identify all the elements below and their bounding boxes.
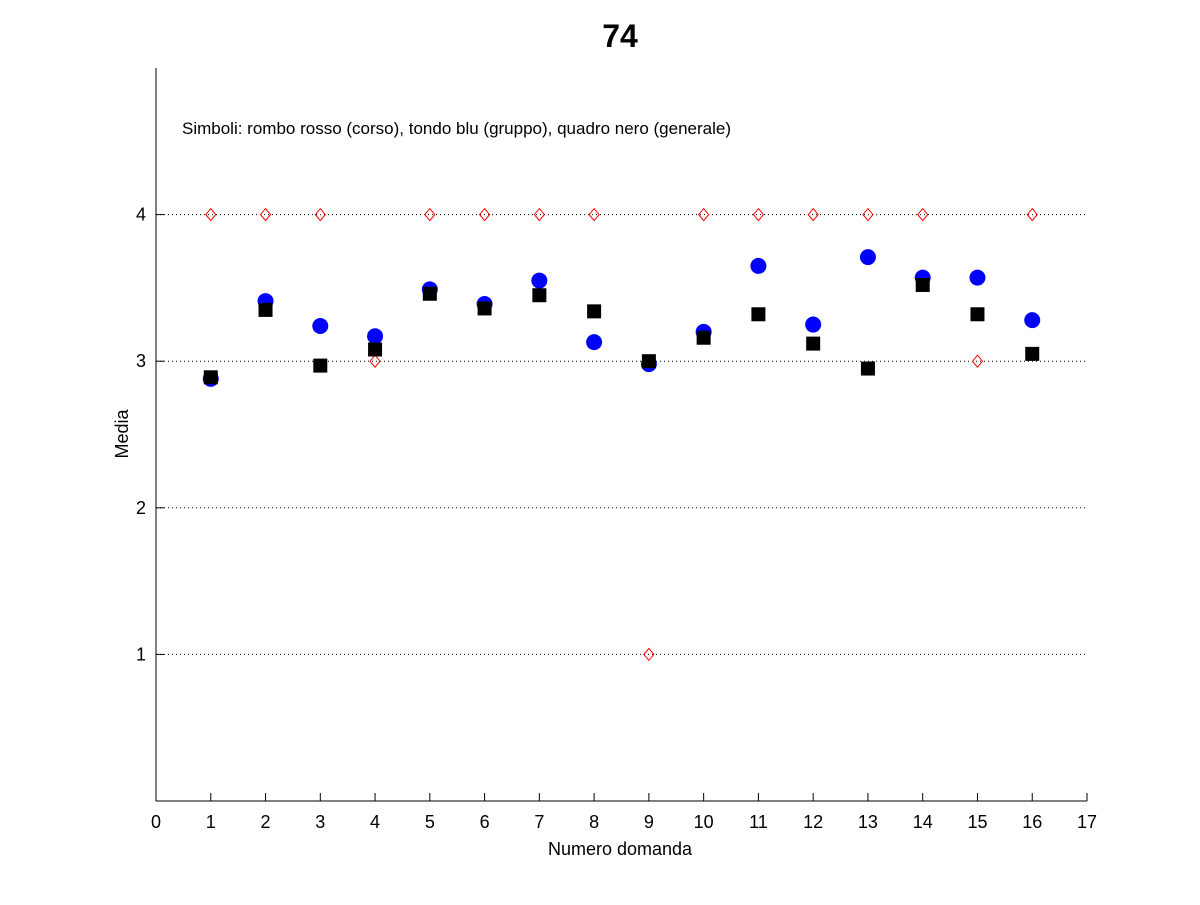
- circle-marker-gruppo: [586, 334, 603, 351]
- x-tick-label: 5: [425, 812, 435, 832]
- circle-marker-gruppo: [859, 249, 876, 266]
- diamond-marker-corso: [369, 354, 381, 368]
- diamond-marker-corso: [259, 207, 272, 222]
- x-tick-label: 7: [534, 812, 544, 832]
- diamond-marker-corso: [205, 207, 217, 222]
- axes: [155, 68, 1088, 802]
- y-tick-label: 2: [136, 498, 146, 518]
- circle-marker-gruppo: [312, 318, 329, 335]
- y-tick-label: 1: [136, 644, 146, 664]
- x-tick-label: 8: [589, 812, 599, 832]
- x-tick-label: 15: [967, 812, 987, 832]
- y-tick-label: 3: [136, 351, 146, 371]
- x-tick-label: 9: [644, 812, 654, 832]
- square-marker-generale: [258, 302, 273, 317]
- diamond-marker-corso: [314, 207, 326, 222]
- circle-marker-gruppo: [1024, 312, 1041, 329]
- x-tick-label: 3: [315, 812, 325, 832]
- square-marker-generale: [970, 307, 985, 322]
- diamond-marker-corso: [1026, 207, 1038, 222]
- diamond-marker-corso: [424, 207, 436, 222]
- circle-marker-gruppo: [805, 316, 822, 333]
- diamond-marker-corso: [862, 207, 874, 222]
- square-marker-generale: [696, 330, 711, 345]
- x-tick-label: 14: [913, 812, 933, 832]
- diamond-marker-corso: [643, 647, 655, 662]
- square-marker-generale: [587, 304, 602, 319]
- square-marker-generale: [532, 288, 547, 303]
- square-marker-generale: [806, 336, 821, 351]
- x-tick-label: 17: [1077, 812, 1097, 832]
- diamond-marker-corso: [917, 207, 929, 222]
- diamond-marker-corso: [971, 354, 984, 368]
- x-tick-label: 1: [206, 812, 216, 832]
- x-tick-label: 13: [858, 812, 878, 832]
- x-tick-label: 6: [480, 812, 490, 832]
- x-tick-label: 0: [151, 812, 161, 832]
- square-marker-generale: [915, 277, 930, 292]
- diamond-marker-corso: [588, 207, 600, 222]
- x-tick-label: 10: [694, 812, 714, 832]
- x-tick-label: 11: [749, 812, 768, 832]
- square-marker-generale: [751, 307, 766, 322]
- square-marker-generale: [203, 370, 218, 385]
- chart-title: 74: [602, 18, 638, 54]
- diamond-marker-corso: [533, 207, 546, 222]
- circle-marker-gruppo: [367, 328, 384, 345]
- data-marks: [202, 207, 1041, 662]
- x-tick-label: 2: [261, 812, 271, 832]
- circle-marker-gruppo: [531, 272, 548, 289]
- circle-marker-gruppo: [969, 269, 986, 286]
- square-marker-generale: [477, 301, 492, 316]
- x-tick-label: 16: [1022, 812, 1042, 832]
- square-marker-generale: [368, 342, 383, 357]
- diamond-marker-corso: [807, 207, 819, 222]
- grid-lines: [156, 214, 1087, 655]
- square-marker-generale: [422, 286, 437, 301]
- y-tick-label: 4: [136, 205, 146, 225]
- x-axis-label: Numero domanda: [548, 839, 693, 859]
- circle-marker-gruppo: [750, 257, 767, 274]
- x-tick-label: 12: [803, 812, 823, 832]
- diamond-marker-corso: [752, 207, 765, 222]
- square-marker-generale: [641, 354, 656, 369]
- x-tick-label: 4: [370, 812, 380, 832]
- square-marker-generale: [313, 358, 328, 373]
- square-marker-generale: [860, 361, 875, 376]
- y-axis-label: Media: [112, 409, 132, 459]
- diamond-marker-corso: [697, 207, 710, 222]
- square-marker-generale: [1025, 346, 1040, 361]
- annotation-text: Simboli: rombo rosso (corso), tondo blu …: [182, 119, 731, 138]
- diamond-marker-corso: [478, 207, 491, 222]
